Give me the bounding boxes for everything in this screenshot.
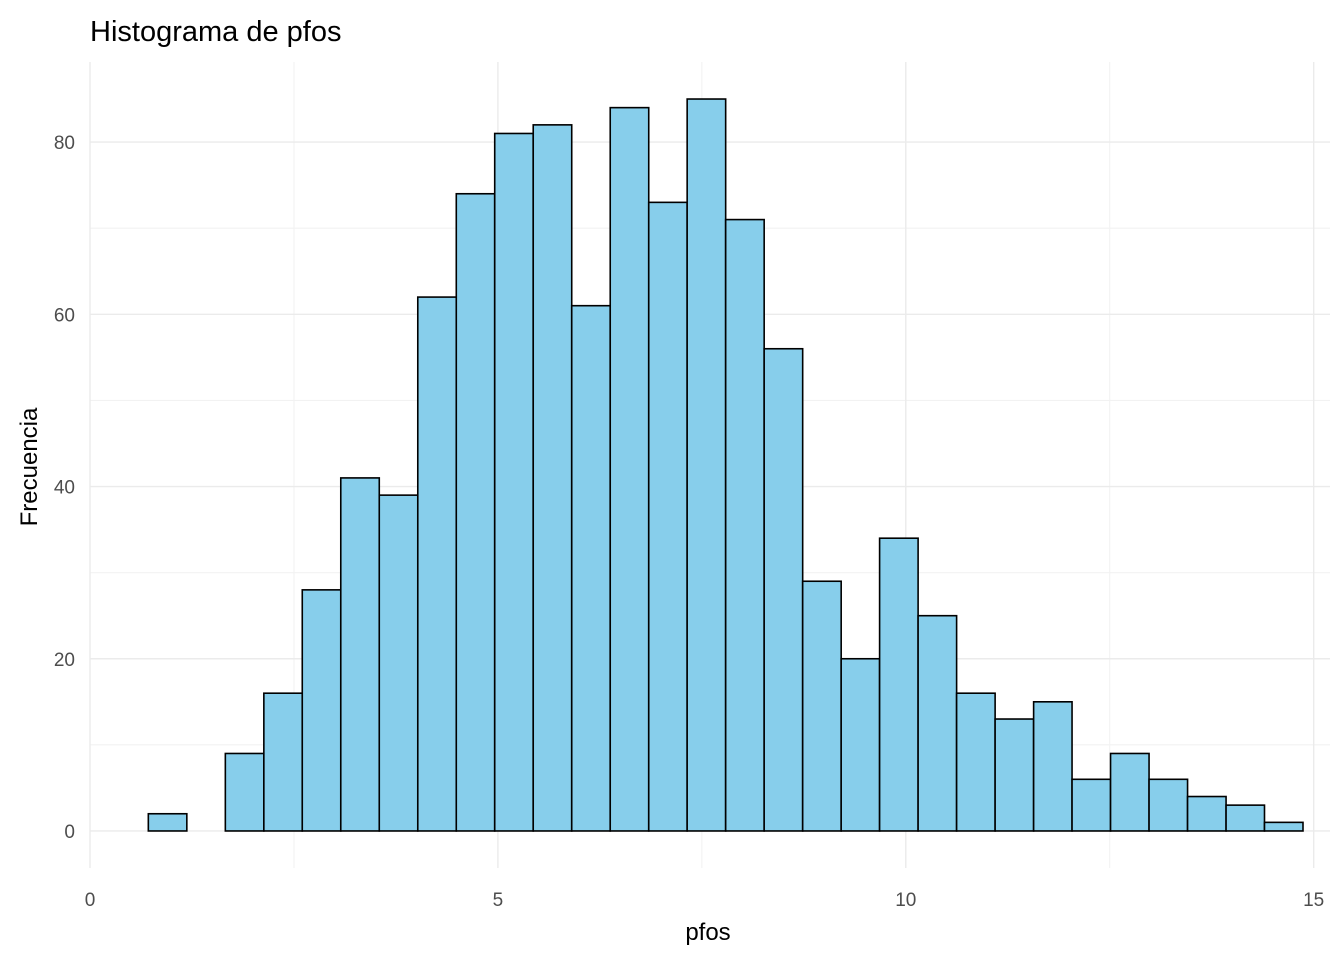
histogram-bar-18 bbox=[801, 580, 842, 832]
histogram-bar-16 bbox=[724, 218, 765, 832]
histogram-bar-24 bbox=[1032, 701, 1073, 832]
x-axis-ticks: 0 5 10 15 bbox=[85, 890, 1325, 911]
histogram-bar-11 bbox=[532, 124, 573, 832]
histogram-bar-7 bbox=[378, 494, 419, 832]
histogram-bar-8 bbox=[416, 296, 458, 832]
histogram-bar-10 bbox=[493, 132, 535, 832]
histogram-bar-29 bbox=[1225, 804, 1266, 832]
histogram-bar-1 bbox=[147, 812, 188, 832]
histogram-bar-26 bbox=[1109, 752, 1150, 832]
histogram-bar-4 bbox=[263, 692, 304, 832]
histogram-bar-5 bbox=[301, 589, 342, 832]
y-axis-title: Frecuencia bbox=[16, 407, 43, 526]
histogram-bar-13 bbox=[609, 106, 650, 832]
histogram-bar-28 bbox=[1186, 795, 1227, 832]
y-axis-ticks: 0 20 40 60 80 bbox=[54, 133, 75, 843]
histogram-bar-15 bbox=[686, 98, 727, 832]
chart-title: Histograma de pfos bbox=[90, 16, 341, 48]
histogram-bar-22 bbox=[955, 692, 996, 832]
x-tick-label: 10 bbox=[895, 890, 916, 911]
x-tick-label: 15 bbox=[1303, 890, 1324, 911]
histogram-bar-20 bbox=[878, 537, 919, 832]
histogram-bar-3 bbox=[224, 752, 265, 832]
x-tick-label: 0 bbox=[85, 890, 96, 911]
y-tick-label: 0 bbox=[64, 822, 75, 843]
y-tick-label: 60 bbox=[54, 305, 75, 326]
histogram-bar-27 bbox=[1148, 778, 1189, 832]
histogram-bar-12 bbox=[570, 304, 612, 832]
y-tick-label: 80 bbox=[54, 133, 75, 154]
histogram-bar-6 bbox=[339, 477, 381, 832]
x-tick-label: 5 bbox=[493, 890, 504, 911]
x-axis-title: pfos bbox=[685, 919, 730, 946]
histogram-bar-19 bbox=[840, 657, 881, 832]
y-tick-label: 40 bbox=[54, 478, 75, 499]
histogram-bar-9 bbox=[455, 192, 496, 832]
y-tick-label: 20 bbox=[54, 650, 75, 671]
histogram-bars bbox=[147, 98, 1304, 832]
histogram-bar-17 bbox=[763, 347, 804, 832]
histogram-bar-25 bbox=[1071, 778, 1112, 832]
histogram-bar-30 bbox=[1263, 821, 1304, 832]
histogram-bar-23 bbox=[994, 718, 1035, 832]
histogram-bar-21 bbox=[917, 614, 958, 832]
histogram-bar-14 bbox=[647, 201, 688, 832]
